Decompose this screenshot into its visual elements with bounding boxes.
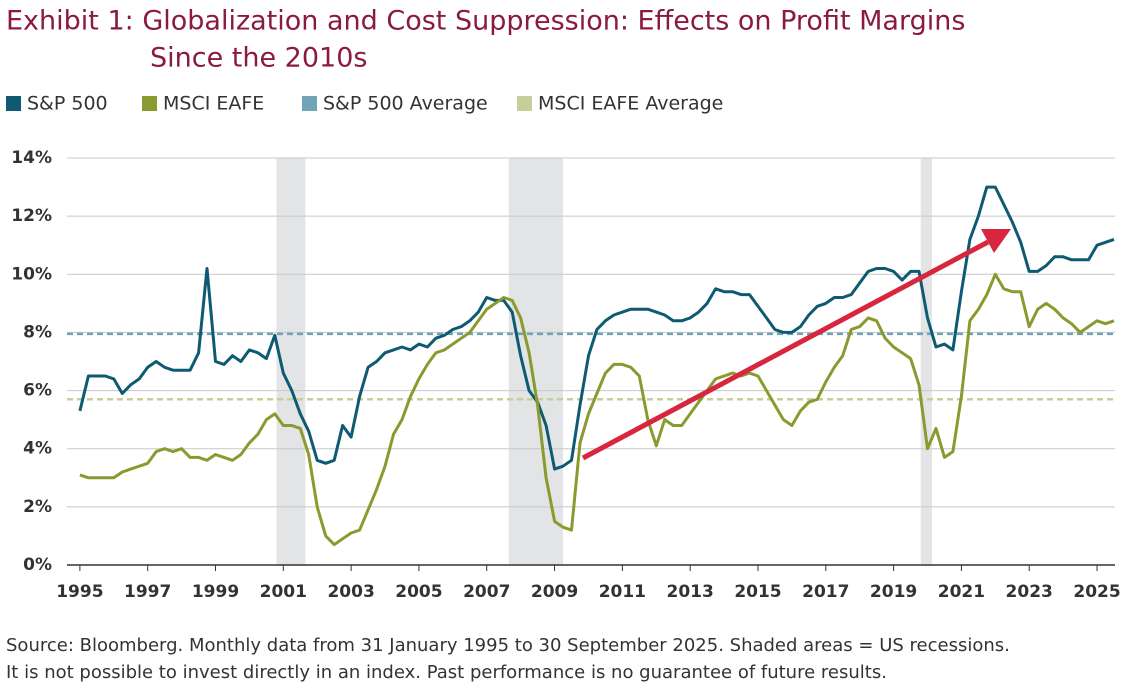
source-note: Source: Bloomberg. Monthly data from 31 … (6, 635, 1010, 656)
chart-title: Exhibit 1: Globalization and Cost Suppre… (6, 6, 965, 37)
y-tick-label: 2% (23, 497, 52, 517)
y-tick-label: 8% (23, 322, 52, 342)
y-tick-label: 12% (11, 206, 52, 226)
x-tick-label: 2011 (599, 582, 646, 602)
x-tick-label: 2017 (802, 582, 849, 602)
x-tick-label: 1999 (192, 582, 239, 602)
y-tick-label: 14% (11, 148, 52, 168)
arrow-shaft (581, 239, 990, 461)
x-tick-label: 2007 (463, 582, 510, 602)
chart-title: Since the 2010s (150, 43, 367, 74)
x-tick-label: 2005 (395, 582, 442, 602)
recession-band (920, 158, 932, 565)
x-tick-label: 1997 (124, 582, 171, 602)
annotation-arrow (581, 229, 1011, 461)
x-tick-label: 2015 (734, 582, 781, 602)
legend-swatch (302, 96, 317, 111)
x-tick-label: 2013 (667, 582, 714, 602)
legend-label: S&P 500 Average (323, 93, 488, 115)
y-tick-label: 0% (23, 555, 52, 575)
legend-label: MSCI EAFE (163, 93, 264, 115)
legend-swatch (6, 96, 21, 111)
y-tick-label: 4% (23, 439, 52, 459)
series-line (79, 272, 1115, 547)
x-tick-label: 2009 (531, 582, 578, 602)
x-tick-label: 2019 (870, 582, 917, 602)
y-tick-label: 6% (23, 381, 52, 401)
series-line (78, 185, 1115, 471)
legend-label: S&P 500 (27, 93, 108, 115)
x-tick-label: 2021 (938, 582, 985, 602)
disclaimer-note: It is not possible to invest directly in… (6, 662, 887, 683)
x-tick-label: 2025 (1073, 582, 1120, 602)
x-tick-label: 2023 (1006, 582, 1053, 602)
x-tick-label: 2003 (327, 582, 374, 602)
legend-swatch (517, 96, 532, 111)
y-tick-label: 10% (11, 264, 52, 284)
x-tick-label: 1995 (56, 582, 103, 602)
x-tick-label: 2001 (260, 582, 307, 602)
legend-label: MSCI EAFE Average (538, 93, 723, 115)
recession-band (508, 158, 564, 565)
plot-area: 0% 2% 4% 6% 8% 10% 12% 14% 1995 1997 1999 2001 2003 2… (11, 148, 1120, 602)
arrow-head (981, 229, 1011, 253)
legend-swatch (142, 96, 157, 111)
